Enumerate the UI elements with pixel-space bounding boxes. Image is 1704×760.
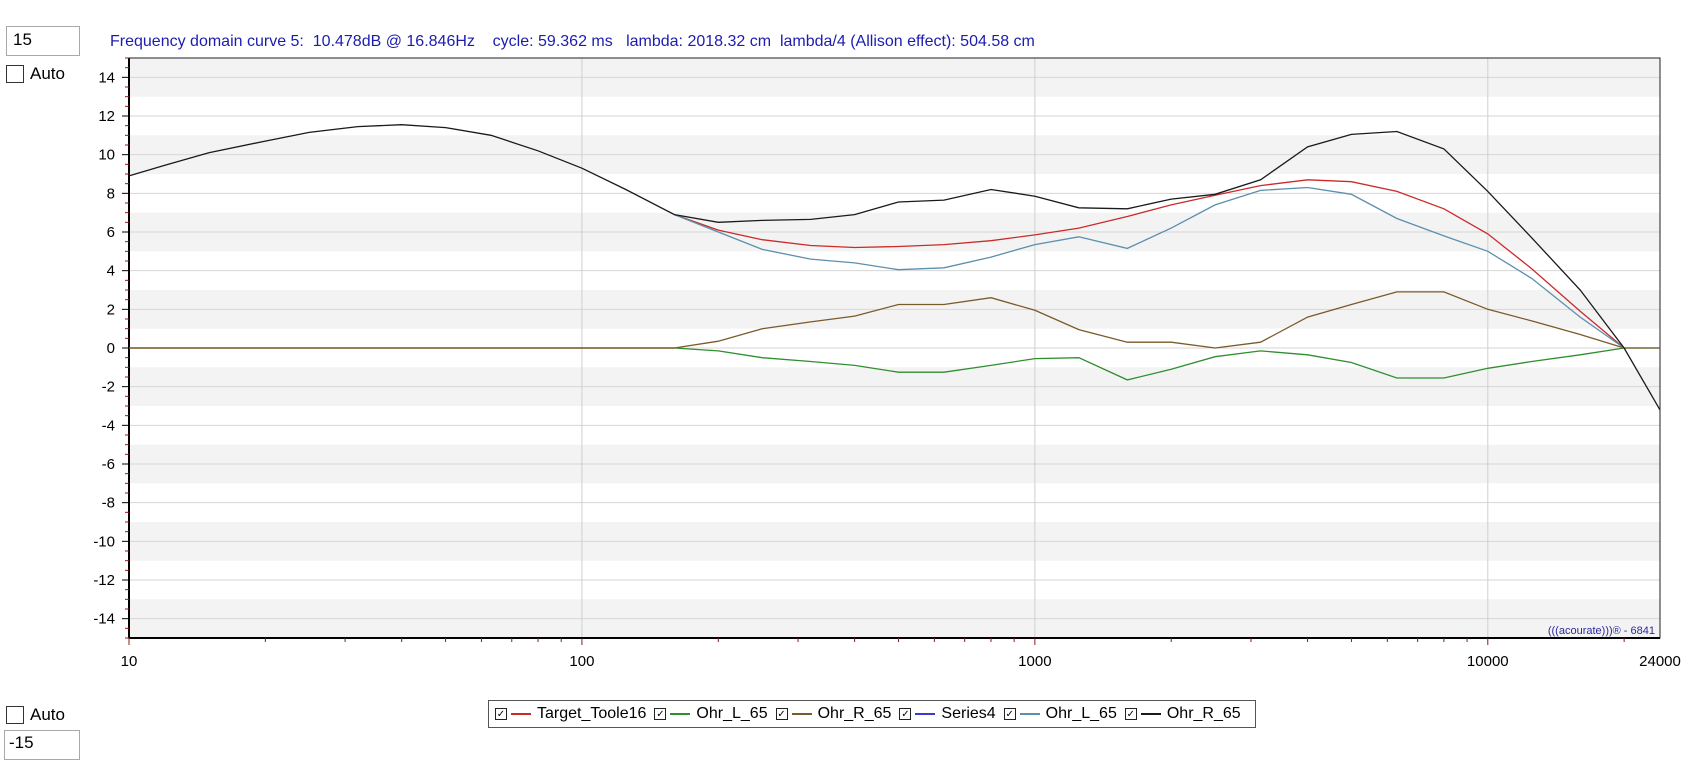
y-tick-label: 6 bbox=[107, 224, 115, 241]
y-tick-label: 10 bbox=[98, 147, 115, 164]
legend-label: Ohr_L_65 bbox=[696, 705, 768, 722]
legend-item-0[interactable]: ✓ Target_Toole16 bbox=[495, 705, 646, 723]
legend-swatch bbox=[670, 713, 691, 715]
y-tick-label: -2 bbox=[102, 379, 115, 396]
auto-checkbox-top[interactable] bbox=[6, 65, 24, 83]
legend-checkbox[interactable]: ✓ bbox=[899, 708, 912, 720]
x-tick-label: 10 bbox=[121, 653, 138, 670]
y-tick-label: 14 bbox=[98, 69, 115, 86]
x-tick-label: 1000 bbox=[1018, 653, 1051, 670]
legend-label: Ohr_R_65 bbox=[1166, 705, 1241, 722]
series-line-5 bbox=[128, 124, 1661, 411]
y-tick-label: -4 bbox=[102, 417, 115, 434]
y-tick-label: 12 bbox=[98, 108, 115, 125]
legend-swatch bbox=[1019, 713, 1040, 715]
series-line-0 bbox=[674, 179, 1625, 349]
legend-label: Ohr_L_65 bbox=[1045, 705, 1117, 722]
legend-item-4[interactable]: ✓ Ohr_L_65 bbox=[1003, 705, 1117, 723]
y-min-input[interactable]: -15 bbox=[4, 730, 80, 760]
legend-item-1[interactable]: ✓ Ohr_L_65 bbox=[654, 705, 768, 723]
y-tick-label: -12 bbox=[93, 572, 115, 589]
legend-swatch bbox=[791, 713, 812, 715]
y-tick-label: 4 bbox=[107, 263, 115, 280]
y-tick-label: 2 bbox=[107, 301, 115, 318]
legend-checkbox[interactable]: ✓ bbox=[1124, 708, 1137, 720]
auto-label-top: Auto bbox=[30, 64, 65, 83]
y-max-auto-toggle[interactable]: Auto bbox=[6, 64, 65, 84]
y-tick-label: -8 bbox=[102, 495, 115, 512]
chart-header: Frequency domain curve 5: 10.478dB @ 16.… bbox=[110, 33, 1035, 50]
y-tick-label: -6 bbox=[102, 456, 115, 473]
legend-label: Ohr_R_65 bbox=[817, 705, 892, 722]
legend-item-5[interactable]: ✓ Ohr_R_65 bbox=[1124, 705, 1241, 723]
legend-swatch bbox=[1140, 713, 1161, 715]
series-line-4 bbox=[674, 186, 1625, 349]
legend-label: Series4 bbox=[941, 705, 996, 722]
watermark: (((acourate)))® - 6841 bbox=[1548, 625, 1655, 637]
legend-swatch bbox=[511, 713, 531, 715]
series-line-2 bbox=[129, 291, 1660, 349]
legend-checkbox[interactable]: ✓ bbox=[495, 708, 507, 720]
legend-item-3[interactable]: ✓ Series4 bbox=[899, 705, 996, 723]
auto-checkbox-bottom[interactable] bbox=[6, 706, 24, 724]
y-tick-label: -10 bbox=[93, 533, 115, 550]
y-min-auto-toggle[interactable]: Auto bbox=[6, 705, 65, 725]
series-line-1 bbox=[129, 347, 1660, 381]
x-tick-label: 100 bbox=[569, 653, 594, 670]
legend-swatch bbox=[915, 713, 936, 715]
chart-legend: ✓ Target_Toole16 ✓ Ohr_L_65 ✓ Ohr_R_65 ✓ Series… bbox=[488, 700, 1256, 728]
y-max-input[interactable]: 15 bbox=[6, 26, 80, 56]
legend-label: Target_Toole16 bbox=[537, 705, 647, 722]
legend-item-2[interactable]: ✓ Ohr_R_65 bbox=[775, 705, 892, 723]
x-tick-label: 10000 bbox=[1467, 653, 1509, 670]
legend-checkbox[interactable]: ✓ bbox=[1003, 708, 1016, 720]
auto-label-bottom: Auto bbox=[30, 705, 65, 724]
x-tick-label: 24000 bbox=[1639, 653, 1681, 670]
y-tick-label: 8 bbox=[107, 185, 115, 202]
y-tick-label: 0 bbox=[107, 340, 115, 357]
legend-checkbox[interactable]: ✓ bbox=[654, 708, 667, 720]
y-tick-label: -14 bbox=[93, 611, 115, 628]
legend-checkbox[interactable]: ✓ bbox=[775, 708, 788, 720]
